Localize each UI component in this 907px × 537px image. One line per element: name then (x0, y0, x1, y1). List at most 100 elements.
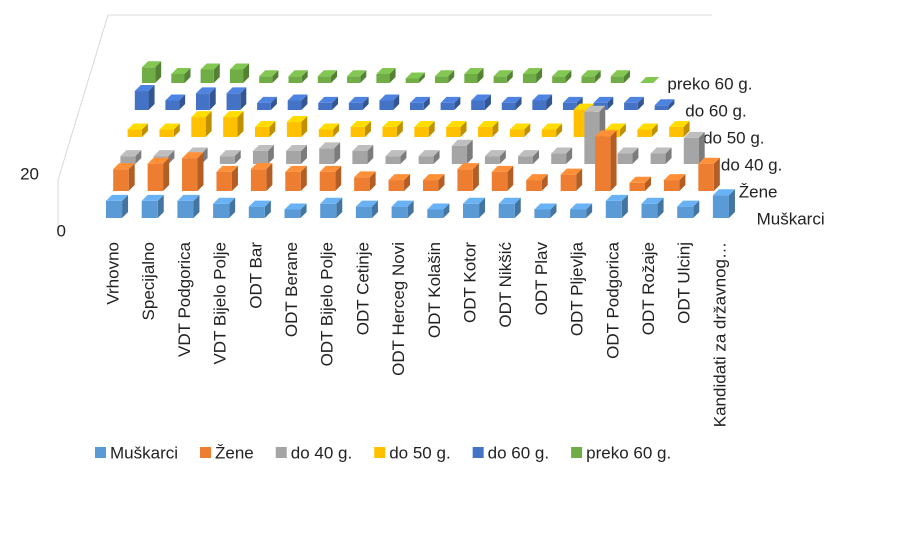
bar-side (148, 85, 155, 110)
bar (288, 70, 308, 83)
x-tick-label: ODT Rožaje (639, 242, 658, 335)
bar (200, 63, 220, 83)
bar-front (248, 206, 265, 218)
bar-top (226, 87, 247, 94)
bar-top (493, 70, 513, 77)
bar (457, 163, 479, 191)
bar-top (562, 96, 583, 103)
bar-front (491, 171, 508, 191)
bar (410, 96, 430, 110)
bar-front (350, 127, 365, 137)
bar-front (562, 102, 577, 110)
bar-side (507, 165, 514, 191)
series-label: do 50 g. (703, 128, 764, 147)
bar (382, 121, 403, 137)
bar-side (428, 121, 435, 137)
bar-front (141, 200, 158, 218)
bar-top (427, 203, 450, 210)
bar-side (237, 111, 244, 137)
bar (641, 197, 664, 218)
bar-side (135, 150, 142, 164)
bar-top (683, 131, 705, 138)
bar-top (252, 144, 274, 151)
bar (216, 165, 238, 191)
bar (414, 121, 435, 137)
bar-front (250, 169, 267, 191)
bar-side (141, 123, 148, 137)
bar-side (266, 163, 273, 191)
bar (552, 70, 572, 83)
x-tick-label: VDT Bijelo Polje (211, 242, 230, 365)
bar-top (106, 194, 129, 201)
bar-top (350, 121, 371, 128)
bar-side (556, 123, 563, 137)
bar-top (624, 96, 644, 103)
bar-front (347, 76, 361, 83)
bar-front (637, 129, 652, 137)
bar-front (255, 127, 270, 137)
bar (257, 96, 277, 110)
bar-side (334, 142, 341, 164)
bar-front (106, 200, 123, 218)
bar-side (566, 147, 573, 164)
bar-top (526, 174, 548, 181)
bar (250, 163, 273, 191)
bar-front (498, 203, 515, 218)
bar (213, 197, 236, 218)
bar-top (641, 197, 664, 204)
bar-top (113, 163, 135, 170)
bar-side (122, 194, 129, 218)
bar-top (223, 111, 244, 118)
bar-side (586, 203, 593, 218)
bar-top (669, 121, 690, 128)
bar-top (637, 123, 658, 130)
bar (640, 77, 660, 83)
bar (446, 121, 467, 137)
bar-front (471, 100, 485, 110)
legend-label: do 50 g. (389, 443, 450, 462)
bar-front (352, 150, 368, 164)
bar-side (197, 152, 204, 191)
bar-front (171, 74, 185, 83)
bar-front (320, 203, 337, 218)
bar-top (640, 77, 660, 83)
bar-front (191, 117, 206, 137)
bar-side (264, 200, 271, 218)
bar (683, 131, 705, 164)
bar-top (250, 163, 273, 170)
bar-side (443, 203, 450, 218)
bar-side (693, 200, 700, 218)
bar-side (404, 174, 411, 191)
bar (698, 157, 720, 191)
bar-side (619, 123, 626, 137)
bar (286, 116, 308, 137)
bar-side (193, 194, 200, 218)
bar-side (367, 144, 374, 164)
bar-front (257, 102, 271, 110)
bar-front (318, 129, 334, 137)
bar (440, 96, 461, 110)
bar (379, 94, 400, 110)
bar-top (288, 70, 308, 77)
bar-side (360, 70, 367, 83)
bar-top (650, 147, 672, 154)
bar-front (712, 195, 729, 218)
bar-front (650, 153, 666, 164)
x-tick-label: ODT Kolašin (425, 242, 444, 338)
bar-top (552, 70, 572, 77)
bar-side (460, 121, 467, 137)
bar-side (333, 123, 340, 137)
bar-front (113, 169, 129, 191)
bar-side (407, 200, 414, 218)
bar-front (478, 127, 493, 137)
bar-front (354, 177, 370, 191)
bar-top (478, 121, 499, 128)
bar-top (446, 121, 467, 128)
bar (195, 87, 216, 110)
bar (388, 174, 411, 191)
bar (654, 99, 675, 110)
bar-top (391, 200, 414, 207)
bar-top (522, 68, 543, 74)
bar-front (654, 105, 669, 110)
bar-front (219, 156, 235, 164)
